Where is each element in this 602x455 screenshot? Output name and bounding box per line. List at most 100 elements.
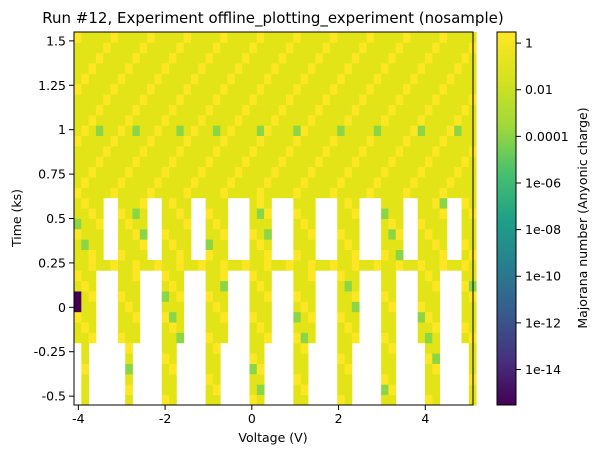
heatmap-cell	[205, 270, 214, 282]
heatmap-cell	[307, 208, 316, 219]
heatmap-cell	[424, 166, 433, 178]
heatmap-cell	[154, 259, 163, 271]
heatmap-cell	[205, 145, 214, 157]
heatmap-cell	[307, 52, 316, 64]
heatmap-cell	[161, 332, 170, 344]
heatmap-cell	[271, 114, 280, 126]
heatmap-cell	[147, 177, 155, 188]
heatmap-cell	[176, 156, 185, 168]
heatmap-cell	[454, 32, 462, 43]
heatmap-cell	[344, 280, 353, 292]
heatmap-cell	[212, 384, 221, 396]
heatmap-cell	[117, 42, 126, 54]
heatmap-cell	[103, 156, 111, 168]
heatmap-cell	[74, 73, 82, 85]
heatmap-cell	[307, 145, 316, 157]
heatmap-cell	[205, 301, 214, 313]
heatmap-cell	[307, 187, 316, 199]
heatmap-cell	[154, 104, 163, 116]
heatmap-cell	[117, 63, 126, 74]
heatmap-cell	[271, 52, 280, 64]
heatmap-cell	[300, 114, 309, 126]
heatmap-cell	[88, 259, 97, 271]
heatmap-cell	[249, 166, 258, 178]
heatmap-cell	[461, 177, 470, 188]
heatmap-cell	[439, 208, 448, 219]
heatmap-cell	[439, 228, 448, 240]
heatmap-cell	[293, 373, 302, 385]
heatmap-cell	[125, 135, 133, 147]
heatmap-cell	[132, 249, 141, 261]
heatmap-cell	[132, 280, 141, 292]
heatmap-cell	[359, 166, 367, 178]
heatmap-cell	[351, 197, 360, 209]
heatmap-cell	[366, 52, 375, 64]
heatmap-cell	[424, 73, 433, 85]
heatmap-cell	[337, 228, 345, 240]
heatmap-cell	[125, 63, 133, 74]
heatmap-cell	[169, 187, 177, 199]
heatmap-cell	[344, 239, 353, 250]
heatmap-cell	[373, 32, 382, 43]
heatmap-cell	[337, 104, 345, 116]
heatmap-cell	[454, 125, 462, 137]
heatmap-cell	[264, 197, 272, 209]
heatmap-cell	[169, 342, 177, 354]
heatmap-cell	[256, 32, 265, 43]
heatmap-cell	[227, 135, 236, 147]
heatmap-cell	[220, 332, 228, 344]
heatmap-cell	[256, 104, 265, 116]
heatmap-cell	[256, 218, 265, 230]
heatmap-cell	[344, 135, 353, 147]
heatmap-cell	[95, 208, 104, 219]
heatmap-cell	[176, 197, 185, 209]
heatmap-cell	[278, 135, 287, 147]
heatmap-cell	[205, 249, 214, 261]
heatmap-cell	[446, 135, 455, 147]
heatmap-cell	[381, 373, 389, 385]
heatmap-cell	[286, 166, 294, 178]
heatmap-cell	[212, 280, 221, 292]
heatmap-cell	[322, 114, 331, 126]
colorbar-label: Majorana number (Anyonic charge)	[575, 107, 590, 328]
heatmap-cell	[234, 156, 243, 168]
heatmap-cell	[388, 291, 397, 302]
heatmap-cell	[249, 228, 258, 240]
heatmap-cell	[344, 42, 353, 54]
heatmap-cell	[359, 125, 367, 137]
heatmap-cell	[234, 177, 243, 188]
heatmap-cell	[161, 342, 170, 354]
heatmap-cell	[249, 311, 258, 323]
heatmap-cell	[344, 291, 353, 302]
heatmap-cell	[183, 32, 192, 43]
heatmap-cell	[315, 177, 324, 188]
heatmap-cell	[446, 94, 455, 105]
heatmap-cell	[249, 32, 258, 43]
heatmap-cell	[161, 270, 170, 282]
heatmap-cell	[454, 83, 462, 95]
heatmap-cell	[388, 239, 397, 250]
heatmap-cell	[205, 187, 214, 199]
heatmap-cell	[169, 73, 177, 85]
heatmap-cell	[300, 249, 309, 261]
heatmap-cell	[212, 342, 221, 354]
heatmap-cell	[424, 342, 433, 354]
heatmap-cell	[351, 83, 360, 95]
heatmap-cell	[88, 239, 97, 250]
heatmap-cell	[432, 197, 441, 209]
heatmap-cell	[205, 291, 214, 302]
heatmap-cell	[344, 342, 353, 354]
heatmap-cell	[242, 156, 250, 168]
heatmap-cell	[161, 73, 170, 85]
heatmap-cell	[432, 394, 441, 406]
colorbar-tick-label: 1e-14	[525, 362, 561, 377]
heatmap-cell	[205, 94, 214, 105]
heatmap-cell	[351, 42, 360, 54]
heatmap-cell	[205, 135, 214, 147]
heatmap-cell	[366, 125, 375, 137]
heatmap-cell	[242, 73, 250, 85]
heatmap-cell	[381, 156, 389, 168]
heatmap-cell	[176, 94, 185, 105]
heatmap-cell	[212, 259, 221, 271]
